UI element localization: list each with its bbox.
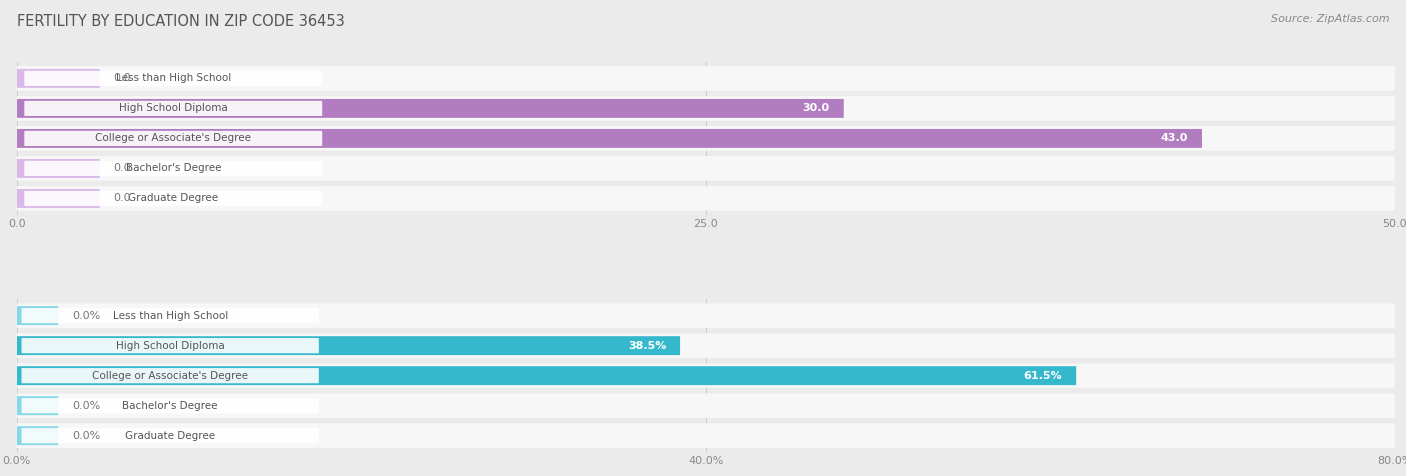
FancyBboxPatch shape xyxy=(17,129,1202,148)
FancyBboxPatch shape xyxy=(24,71,322,86)
FancyBboxPatch shape xyxy=(17,186,1395,211)
Text: High School Diploma: High School Diploma xyxy=(120,103,228,113)
FancyBboxPatch shape xyxy=(17,159,100,178)
Text: Graduate Degree: Graduate Degree xyxy=(128,193,218,203)
FancyBboxPatch shape xyxy=(21,398,319,413)
Text: 38.5%: 38.5% xyxy=(628,341,666,351)
FancyBboxPatch shape xyxy=(17,333,1395,358)
FancyBboxPatch shape xyxy=(17,126,1395,151)
FancyBboxPatch shape xyxy=(17,426,58,445)
Text: Source: ZipAtlas.com: Source: ZipAtlas.com xyxy=(1271,14,1389,24)
FancyBboxPatch shape xyxy=(17,363,1395,388)
FancyBboxPatch shape xyxy=(21,368,319,383)
FancyBboxPatch shape xyxy=(17,393,1395,418)
Text: Bachelor's Degree: Bachelor's Degree xyxy=(122,401,218,411)
Text: 61.5%: 61.5% xyxy=(1024,371,1063,381)
FancyBboxPatch shape xyxy=(17,303,1395,328)
Text: 0.0%: 0.0% xyxy=(72,431,100,441)
Text: High School Diploma: High School Diploma xyxy=(115,341,225,351)
Text: 0.0%: 0.0% xyxy=(72,311,100,321)
Text: 0.0: 0.0 xyxy=(114,73,131,83)
FancyBboxPatch shape xyxy=(17,189,100,208)
FancyBboxPatch shape xyxy=(17,423,1395,448)
Text: 0.0: 0.0 xyxy=(114,163,131,173)
Text: College or Associate's Degree: College or Associate's Degree xyxy=(93,371,249,381)
FancyBboxPatch shape xyxy=(17,396,58,415)
FancyBboxPatch shape xyxy=(21,428,319,443)
FancyBboxPatch shape xyxy=(17,336,681,355)
FancyBboxPatch shape xyxy=(17,306,58,325)
Text: Bachelor's Degree: Bachelor's Degree xyxy=(125,163,221,173)
FancyBboxPatch shape xyxy=(17,99,844,118)
Text: Graduate Degree: Graduate Degree xyxy=(125,431,215,441)
FancyBboxPatch shape xyxy=(17,69,100,88)
FancyBboxPatch shape xyxy=(24,161,322,176)
Text: 0.0%: 0.0% xyxy=(72,401,100,411)
Text: College or Associate's Degree: College or Associate's Degree xyxy=(96,133,252,143)
FancyBboxPatch shape xyxy=(24,191,322,206)
Text: 0.0: 0.0 xyxy=(114,193,131,203)
FancyBboxPatch shape xyxy=(24,101,322,116)
Text: 43.0: 43.0 xyxy=(1161,133,1188,143)
FancyBboxPatch shape xyxy=(17,156,1395,181)
Text: 30.0: 30.0 xyxy=(803,103,830,113)
Text: FERTILITY BY EDUCATION IN ZIP CODE 36453: FERTILITY BY EDUCATION IN ZIP CODE 36453 xyxy=(17,14,344,30)
FancyBboxPatch shape xyxy=(17,366,1076,385)
Text: Less than High School: Less than High School xyxy=(115,73,231,83)
FancyBboxPatch shape xyxy=(21,338,319,353)
FancyBboxPatch shape xyxy=(24,131,322,146)
FancyBboxPatch shape xyxy=(17,96,1395,121)
FancyBboxPatch shape xyxy=(17,66,1395,91)
Text: Less than High School: Less than High School xyxy=(112,311,228,321)
FancyBboxPatch shape xyxy=(21,308,319,323)
